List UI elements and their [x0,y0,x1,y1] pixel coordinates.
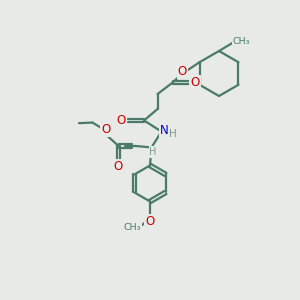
Text: O: O [146,215,154,228]
Text: O: O [190,76,200,89]
Text: O: O [101,123,110,136]
Text: O: O [116,114,125,127]
Text: N: N [160,124,169,137]
Text: H: H [149,147,157,157]
Text: O: O [178,65,187,78]
Text: CH₃: CH₃ [233,37,250,46]
Text: O: O [114,160,123,172]
Text: H: H [169,129,177,139]
Text: CH₃: CH₃ [123,223,141,232]
